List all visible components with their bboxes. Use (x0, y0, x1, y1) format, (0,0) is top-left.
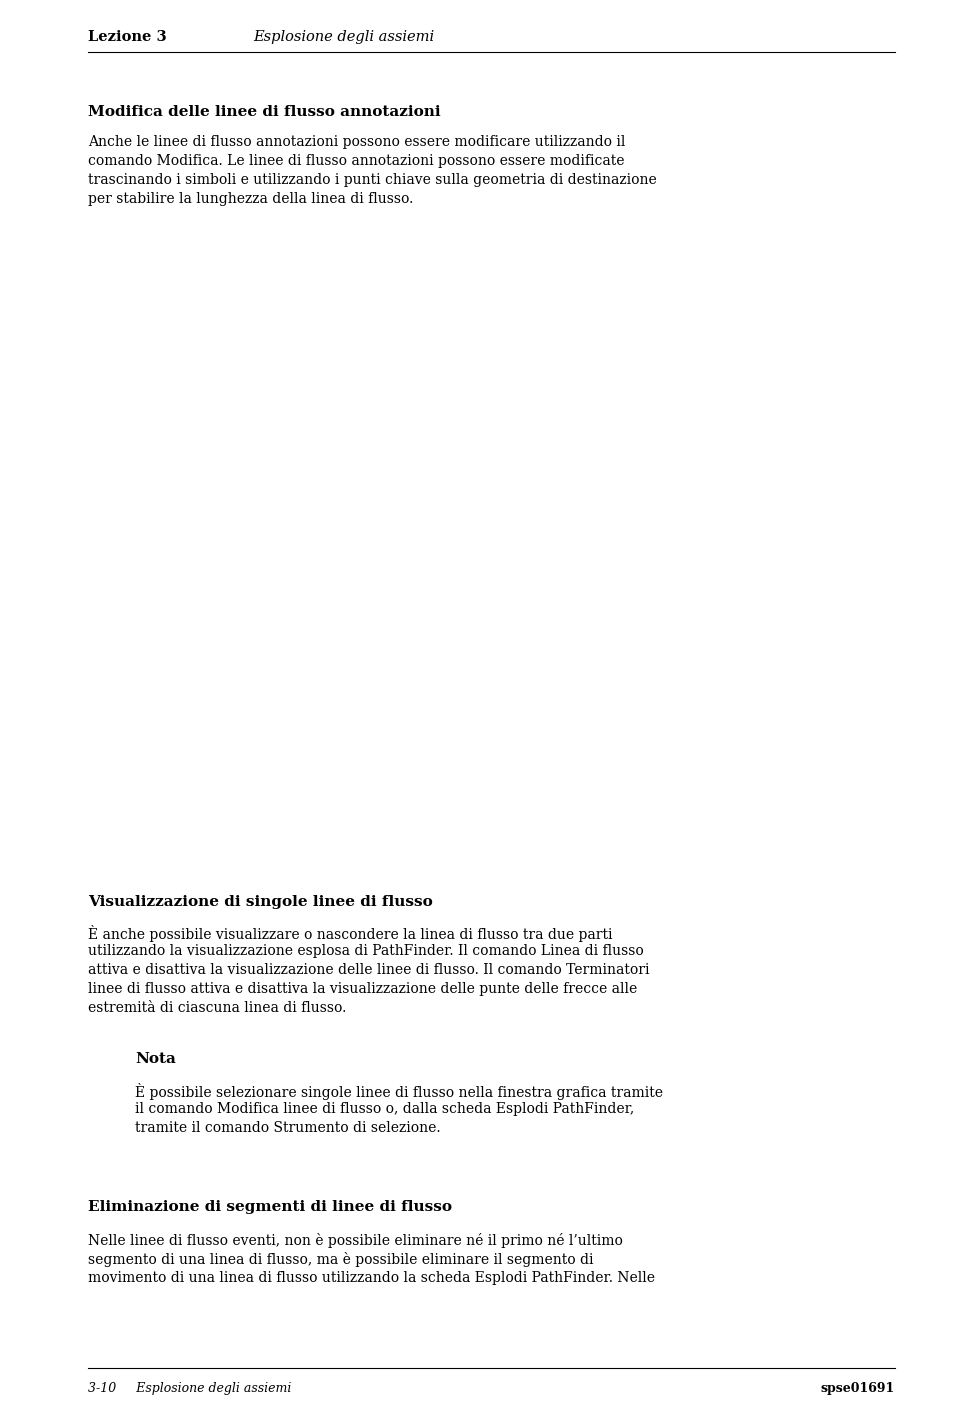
Text: utilizzando la visualizzazione esplosa di PathFinder. Il comando Linea di flusso: utilizzando la visualizzazione esplosa d… (88, 944, 644, 958)
Text: movimento di una linea di flusso utilizzando la scheda Esplodi PathFinder. Nelle: movimento di una linea di flusso utilizz… (88, 1271, 655, 1285)
Text: segmento di una linea di flusso, ma è possibile eliminare il segmento di: segmento di una linea di flusso, ma è po… (88, 1252, 593, 1267)
Bar (170, 610, 680, 855)
Text: il comando Modifica linee di flusso o, dalla scheda Esplodi PathFinder,: il comando Modifica linee di flusso o, d… (135, 1102, 635, 1116)
Text: È possibile selezionare singole linee di flusso nella finestra grafica tramite: È possibile selezionare singole linee di… (135, 1084, 663, 1101)
Text: Anche le linee di flusso annotazioni possono essere modificare utilizzando il: Anche le linee di flusso annotazioni pos… (88, 135, 625, 150)
Text: 3-10     Esplosione degli assiemi: 3-10 Esplosione degli assiemi (88, 1381, 292, 1395)
Text: Visualizzazione di singole linee di flusso: Visualizzazione di singole linee di flus… (88, 895, 433, 909)
Text: Esplosione degli assiemi: Esplosione degli assiemi (253, 30, 434, 44)
Text: tramite il comando Strumento di selezione.: tramite il comando Strumento di selezion… (135, 1120, 441, 1134)
Text: Modifica delle linee di flusso annotazioni: Modifica delle linee di flusso annotazio… (88, 104, 441, 119)
Text: trascinando i simboli e utilizzando i punti chiave sulla geometria di destinazio: trascinando i simboli e utilizzando i pu… (88, 174, 657, 188)
Text: spse01691: spse01691 (821, 1381, 895, 1395)
Text: Eliminazione di segmenti di linee di flusso: Eliminazione di segmenti di linee di flu… (88, 1199, 452, 1213)
Text: Nelle linee di flusso eventi, non è possibile eliminare né il primo né l’ultimo: Nelle linee di flusso eventi, non è poss… (88, 1233, 623, 1247)
Text: È anche possibile visualizzare o nascondere la linea di flusso tra due parti: È anche possibile visualizzare o nascond… (88, 926, 612, 943)
Text: per stabilire la lunghezza della linea di flusso.: per stabilire la lunghezza della linea d… (88, 192, 414, 206)
Text: comando Modifica. Le linee di flusso annotazioni possono essere modificate: comando Modifica. Le linee di flusso ann… (88, 154, 625, 168)
Text: attiva e disattiva la visualizzazione delle linee di flusso. Il comando Terminat: attiva e disattiva la visualizzazione de… (88, 962, 650, 976)
Text: linee di flusso attiva e disattiva la visualizzazione delle punte delle frecce a: linee di flusso attiva e disattiva la vi… (88, 982, 637, 996)
Bar (170, 250, 770, 564)
Text: Lezione 3: Lezione 3 (88, 30, 167, 44)
Text: Nota: Nota (135, 1053, 176, 1065)
Text: estremità di ciascuna linea di flusso.: estremità di ciascuna linea di flusso. (88, 1000, 347, 1015)
